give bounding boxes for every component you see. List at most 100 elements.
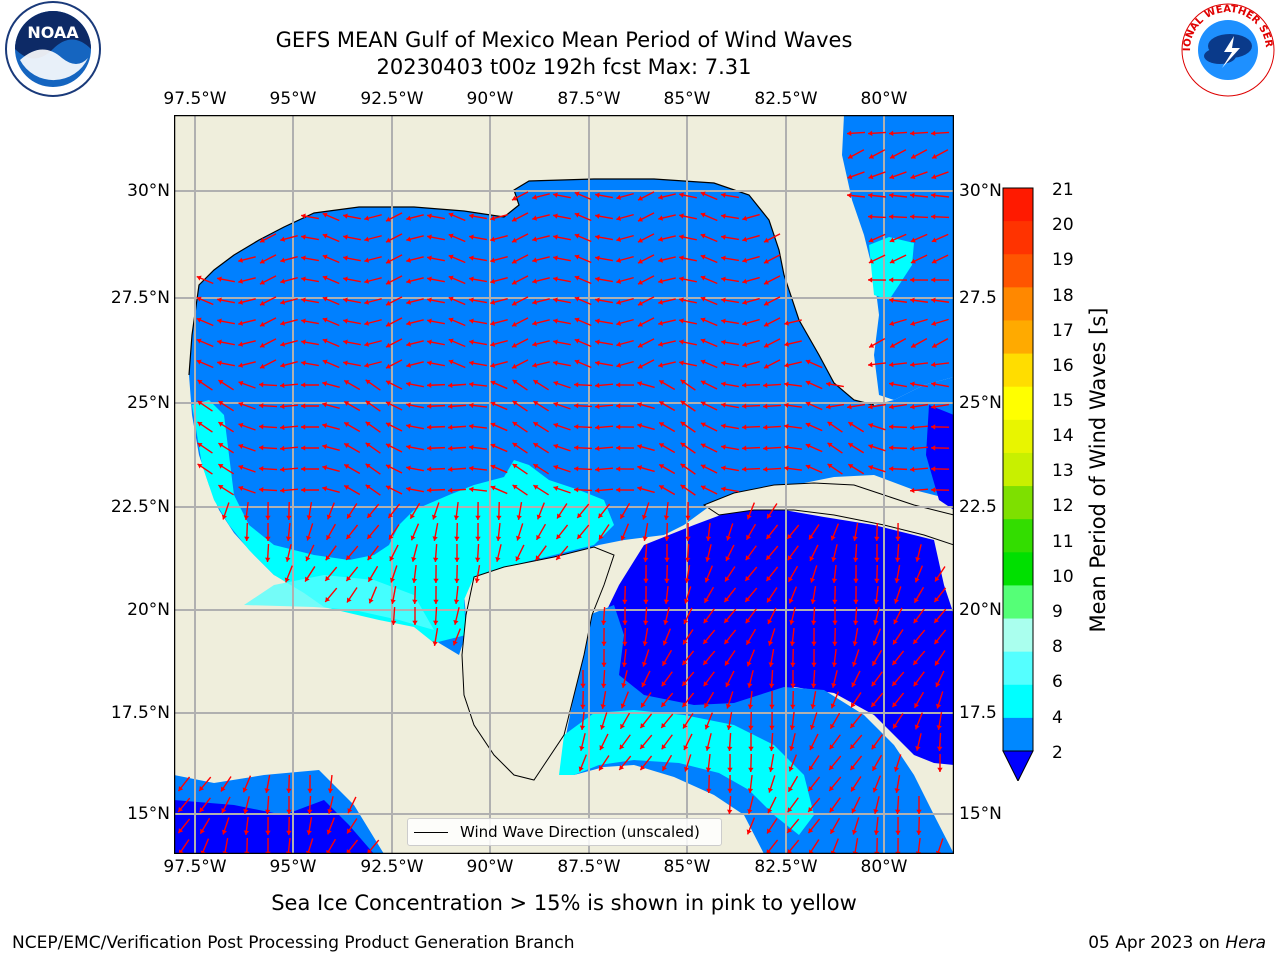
wind-wave-arrowhead [893,619,899,625]
wind-wave-arrowhead [721,297,726,303]
wind-wave-arrowhead [322,296,328,302]
colorbar-bin [1003,519,1033,553]
wind-wave-arrowhead [788,576,793,582]
wind-wave-arrowhead [746,534,751,540]
wind-wave-arrowhead [847,404,852,410]
wind-wave-arrowhead [658,278,663,284]
wind-wave-arrowhead [931,297,936,303]
wind-wave-arrowhead [238,464,244,470]
wind-wave-arrowhead [595,318,600,324]
wind-wave-arrowhead [703,659,709,665]
wind-wave-arrowhead [406,299,412,305]
colorbar-tick: 19 [1052,250,1074,270]
wind-wave-arrowhead [490,380,496,386]
wind-wave-arrowhead [385,237,391,243]
wind-wave-arrowhead [637,444,643,450]
wind-wave-arrowhead [280,257,286,263]
wind-wave-arrowhead [742,424,747,430]
wind-wave-arrowhead [325,575,331,581]
wind-wave-arrowhead [343,234,348,240]
wind-wave-arrowhead [769,746,775,751]
wind-wave-arrowhead [496,515,502,520]
wind-wave-arrowhead [811,662,817,667]
wind-wave-arrowhead [490,257,496,263]
wind-wave-arrowhead [616,445,621,451]
wind-wave-arrowhead [364,341,370,347]
wind-wave-arrowhead [848,153,854,159]
lat-tick-left: 25°N [127,393,170,413]
wind-wave-arrowhead [368,598,374,604]
wind-wave-arrowhead [301,276,306,282]
wind-wave-arrowhead [365,379,371,385]
wind-wave-arrowhead [280,487,285,494]
wind-wave-arrowhead [448,359,454,365]
wind-wave-arrowhead [700,296,706,302]
colorbar-bin [1003,188,1033,222]
wind-wave-arrowhead [784,381,789,388]
wind-wave-arrowhead [889,130,894,136]
lat-tick-left: 22.5°N [110,497,170,517]
wind-wave-arrowhead [769,683,775,688]
wind-wave-arrowhead [619,764,625,770]
wind-wave-arrowhead [893,639,898,645]
wind-wave-arrowhead [868,277,873,283]
wind-wave-arrowhead [789,745,795,751]
lat-tick-right: 15°N [959,804,1002,824]
wind-wave-arrowhead [808,828,814,834]
wind-wave-arrowhead [595,466,600,473]
wind-wave-arrowhead [577,512,583,518]
wind-wave-arrowhead [322,317,328,323]
wind-wave-arrowhead [238,362,244,368]
wind-wave-arrowhead [679,360,684,366]
wind-wave-arrowhead [742,362,748,368]
lon-tick-top: 92.5°W [360,89,424,109]
lat-tick-left: 27.5°N [110,288,170,308]
wind-wave-arrowhead [533,485,539,490]
wind-wave-arrowhead [427,255,432,261]
wind-wave-arrowhead [658,215,663,221]
wind-wave-arrowhead [511,258,517,264]
wind-wave-arrowhead [469,486,474,493]
wind-wave-arrowhead [915,746,921,751]
wind-wave-arrowhead [556,534,562,540]
wind-wave-arrowhead [221,514,227,520]
wind-wave-arrowhead [913,681,919,687]
caribbean-ring [564,605,954,854]
colorbar-tick: 13 [1052,461,1074,481]
wind-wave-arrowhead [322,233,328,239]
wind-wave-arrowhead [682,660,688,666]
colorbar-under-triangle [1002,750,1034,781]
wind-wave-arrowhead [869,153,875,159]
wind-wave-arrowhead [259,363,265,369]
wind-wave-arrowhead [574,487,579,493]
wind-wave-arrowhead [453,599,460,604]
wind-wave-arrowhead [490,215,496,221]
wind-wave-arrowhead [787,848,793,854]
wind-wave-arrowhead [663,620,669,625]
colorbar-tick: 17 [1052,321,1074,341]
wind-wave-arrowhead [931,130,936,136]
wind-wave-arrowhead [385,321,391,327]
wind-wave-arrowhead [301,487,306,493]
lat-tick-right: 17.5 [959,703,997,723]
colorbar-tick: 9 [1052,602,1063,622]
map-panel [174,115,954,854]
wind-wave-arrowhead [616,278,622,284]
wind-wave-arrowhead [574,338,580,344]
wind-wave-arrowhead [595,424,600,431]
wind-wave-arrowhead [868,361,873,368]
wind-wave-arrowhead [427,403,432,409]
wind-wave-arrowhead [931,424,936,430]
wind-wave-arrowhead [301,403,306,409]
wind-wave-arrowhead [280,362,286,368]
wind-wave-arrowhead [595,276,600,282]
wind-wave-arrowhead [595,213,600,219]
wind-wave-arrowhead [599,534,604,540]
wind-wave-arrowhead [742,341,748,347]
wind-wave-arrowhead [790,683,796,688]
campeche-inner [244,575,434,630]
wind-wave-arrowhead [852,829,858,835]
wind-wave-arrowhead [427,445,432,451]
colorbar-bin [1003,684,1033,719]
wind-wave-arrowhead [325,555,331,561]
